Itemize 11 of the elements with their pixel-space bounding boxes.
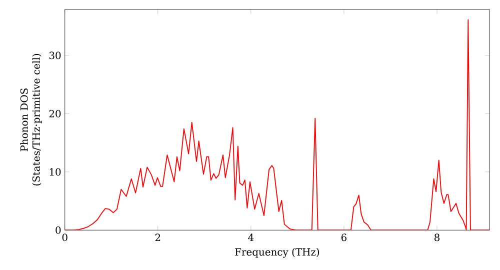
x-tick-label: 8 — [434, 234, 440, 242]
x-tick-label: 0 — [62, 234, 68, 242]
x-tick-label: 6 — [341, 234, 346, 242]
y-tick-label: 30 — [49, 52, 61, 60]
y-tick-label: 0 — [56, 226, 61, 234]
y-tick-label: 10 — [50, 168, 61, 176]
y-tick-label: 20 — [49, 110, 61, 118]
x-tick-label: 4 — [248, 234, 254, 242]
y-axis-title: Phonon DOS (States/THz·primitive cell) — [20, 54, 42, 186]
x-tick-label: 2 — [155, 234, 160, 242]
x-axis-title: Frequency (THz) — [235, 248, 319, 258]
